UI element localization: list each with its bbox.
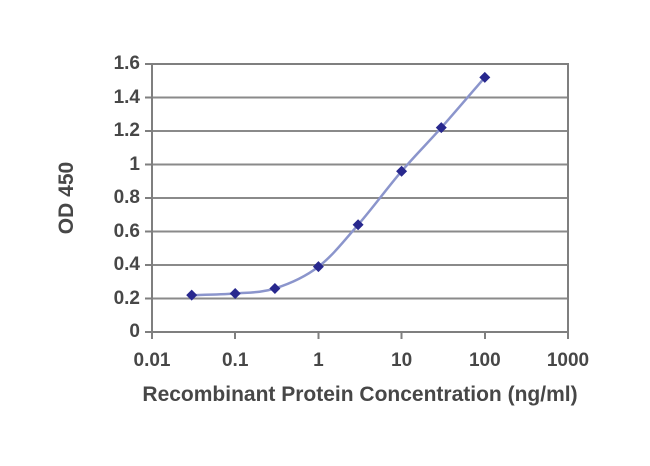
x-tick-label: 0.01 (133, 350, 171, 371)
data-point-marker-10 (396, 165, 408, 177)
y-tick-label: 1 (129, 153, 140, 175)
y-tick-label: 1.4 (113, 86, 140, 108)
x-tick-label: 1 (313, 350, 324, 371)
x-tick-label: 10 (391, 350, 413, 371)
data-point-marker-0.03 (186, 289, 198, 301)
data-point-marker-3 (352, 219, 364, 231)
y-tick-label: 1.2 (113, 120, 140, 141)
data-point-marker-0.3 (269, 282, 281, 294)
data-point-marker-0.1 (229, 287, 241, 299)
data-point-marker-1 (312, 261, 324, 273)
series-line (190, 76, 487, 297)
x-tick-label: 100 (468, 350, 501, 371)
data-point-marker-100 (479, 71, 491, 83)
x-tick-label: 1000 (546, 350, 590, 371)
y-tick-label: 0.2 (113, 287, 140, 309)
y-tick-label: 1.6 (113, 53, 140, 74)
y-tick-label: 0.4 (113, 254, 140, 275)
x-tick-label: 0.1 (221, 350, 249, 371)
y-tick-label: 0 (129, 321, 140, 342)
y-tick-label: 0.8 (113, 187, 140, 208)
data-point-marker-30 (435, 122, 447, 134)
y-tick-label: 0.6 (113, 220, 140, 242)
x-axis-title: Recombinant Protein Concentration (ng/ml… (142, 383, 578, 406)
